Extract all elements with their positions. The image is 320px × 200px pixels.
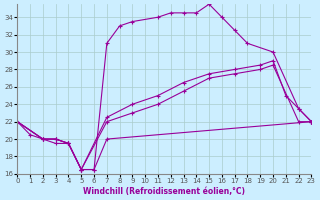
X-axis label: Windchill (Refroidissement éolien,°C): Windchill (Refroidissement éolien,°C)	[84, 187, 245, 196]
